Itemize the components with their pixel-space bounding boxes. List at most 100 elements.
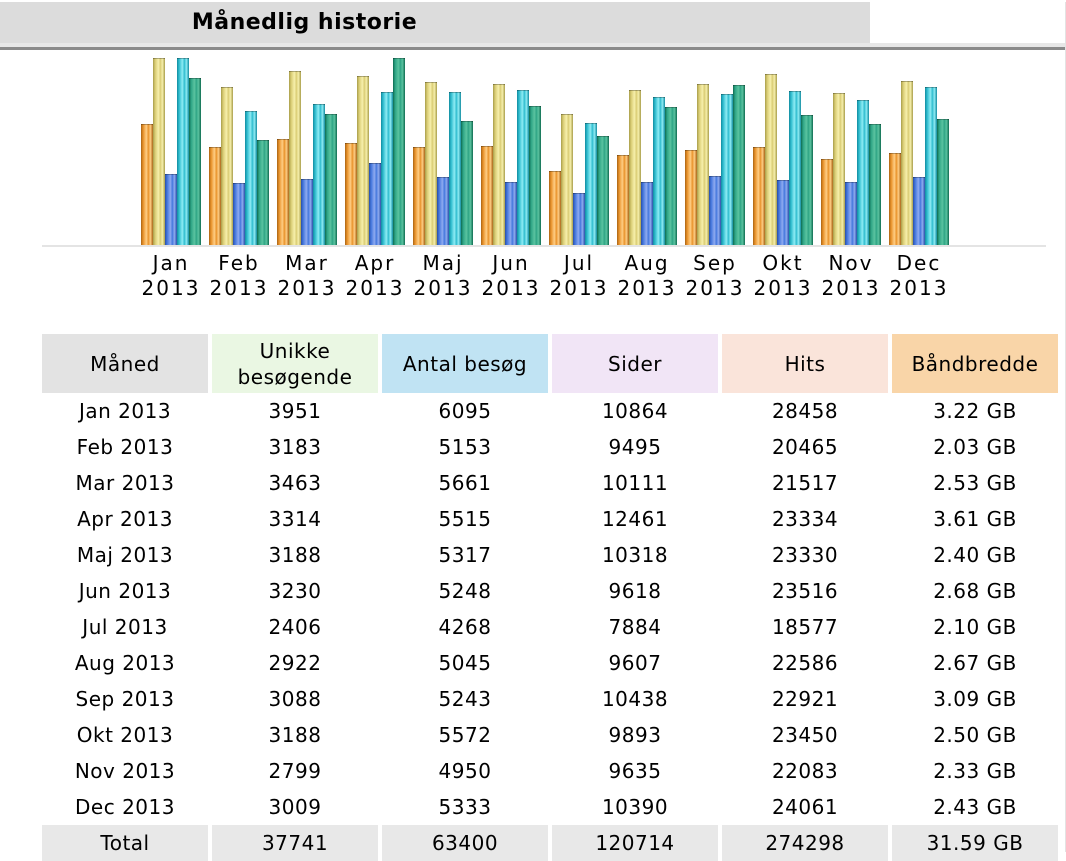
data-cell: 3951: [268, 399, 322, 423]
month-year: 2013: [345, 276, 405, 300]
chart-baseline: [42, 245, 1046, 247]
visits-bar: [833, 93, 845, 245]
month-name: Dec: [896, 251, 942, 275]
hits-bar: [585, 123, 597, 245]
pages-bar: [709, 176, 721, 245]
bar-group-apr: [345, 58, 405, 245]
unique-bar: [345, 143, 357, 245]
visits-bar: [901, 81, 913, 245]
unique-bar: [617, 155, 629, 245]
title-bar: Månedlig historie: [0, 2, 870, 43]
data-cell: 2.10 GB: [933, 615, 1017, 639]
bar-group-sep: [685, 84, 745, 245]
data-cell: 9618: [608, 579, 662, 603]
bandwidth-bar: [189, 78, 201, 245]
pages-bar: [505, 182, 517, 245]
data-cell: 10438: [601, 687, 669, 711]
month-year: 2013: [821, 276, 881, 300]
table-row: Sep 2013 3088 5243 10438 22921 3.09 GB: [42, 681, 1058, 717]
data-cell: 5317: [438, 543, 492, 567]
bandwidth-bar: [529, 106, 541, 245]
table-row: Okt 2013 3188 5572 9893 23450 2.50 GB: [42, 717, 1058, 753]
data-cell: 23516: [771, 579, 839, 603]
month-year: 2013: [889, 276, 949, 300]
title-bar-strip: [0, 43, 1066, 47]
visits-bar: [221, 87, 233, 245]
month-name: Jun: [492, 251, 530, 275]
month-year: 2013: [549, 276, 609, 300]
data-cell: 5153: [438, 435, 492, 459]
data-cell: 2.67 GB: [933, 651, 1017, 675]
row-month-cell: Jun 2013: [78, 579, 172, 603]
section-header: Månedlig historie: [0, 2, 1066, 50]
data-cell: 10111: [601, 471, 669, 495]
data-cell: 9607: [608, 651, 662, 675]
data-cell: 21517: [771, 471, 839, 495]
bandwidth-bar: [801, 115, 813, 245]
bandwidth-bar: [869, 124, 881, 245]
month-name: Feb: [218, 251, 260, 275]
month-label: Sep 2013: [685, 251, 745, 301]
visits-bar: [425, 82, 437, 245]
table-row: Maj 2013 3188 5317 10318 23330 2.40 GB: [42, 537, 1058, 573]
unique-bar: [821, 159, 833, 245]
hits-bar: [381, 92, 393, 245]
hits-bar: [449, 92, 461, 245]
data-cell: 22921: [771, 687, 839, 711]
data-cell: 2922: [268, 651, 322, 675]
hits-bar: [721, 94, 733, 245]
hits-bar: [313, 104, 325, 245]
data-cell: 23450: [771, 723, 839, 747]
unique-bar: [141, 124, 153, 245]
pages-bar: [777, 180, 789, 245]
row-month-cell: Mar 2013: [75, 471, 175, 495]
pages-bar: [913, 177, 925, 245]
data-cell: 9495: [608, 435, 662, 459]
data-cell: 5572: [438, 723, 492, 747]
data-cell: 3183: [268, 435, 322, 459]
month-label: Maj 2013: [413, 251, 473, 301]
col-header-4: Hits: [722, 334, 888, 393]
data-cell: 10390: [601, 795, 669, 819]
row-month-cell: Dec 2013: [75, 795, 175, 819]
bandwidth-bar: [937, 119, 949, 245]
unique-bar: [685, 150, 697, 245]
row-month-cell: Jan 2013: [78, 399, 172, 423]
month-label: Jul 2013: [549, 251, 609, 301]
row-month-cell: Jul 2013: [82, 615, 168, 639]
page-title: Månedlig historie: [191, 10, 418, 35]
data-cell: 5661: [438, 471, 492, 495]
visits-bar: [561, 114, 573, 245]
data-cell: 12461: [601, 507, 669, 531]
unique-bar: [481, 146, 493, 245]
pages-bar: [845, 182, 857, 245]
hits-bar: [857, 100, 869, 245]
pages-bar: [165, 174, 177, 245]
data-cell: 9635: [608, 759, 662, 783]
bar-group-nov: [821, 93, 881, 245]
data-cell: 3188: [268, 543, 322, 567]
row-month-cell: Nov 2013: [74, 759, 176, 783]
data-cell: 3188: [268, 723, 322, 747]
visits-bar: [629, 90, 641, 245]
data-cell: 5333: [438, 795, 492, 819]
col-header-1: Unikke besøgende: [212, 334, 378, 393]
row-month-cell: Aug 2013: [74, 651, 176, 675]
month-label: Aug 2013: [617, 251, 677, 301]
table-row: Jul 2013 2406 4268 7884 18577 2.10 GB: [42, 609, 1058, 645]
hits-bar: [653, 97, 665, 245]
table-header: Måned Unikke besøgende Antal besøg Sider Hit…: [42, 334, 1058, 393]
month-year: 2013: [617, 276, 677, 300]
total-data-cell: 31.59 GB: [892, 825, 1058, 861]
hits-bar: [925, 87, 937, 245]
pages-bar: [641, 182, 653, 245]
data-cell: 2.03 GB: [933, 435, 1017, 459]
col-header-5: Båndbredde: [892, 334, 1058, 393]
unique-bar: [277, 139, 289, 245]
visits-bar: [357, 76, 369, 245]
data-cell: 3.22 GB: [933, 399, 1017, 423]
data-cell: 3230: [268, 579, 322, 603]
data-cell: 22083: [771, 759, 839, 783]
month-name: Maj: [422, 251, 464, 275]
data-cell: 20465: [771, 435, 839, 459]
